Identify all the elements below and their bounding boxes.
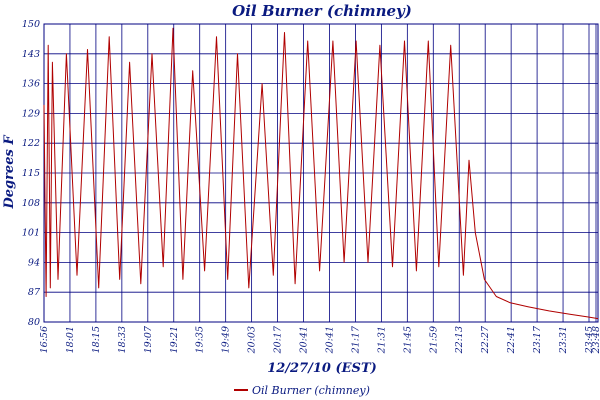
series-layer (43, 27, 599, 320)
grid (43, 23, 598, 323)
x-tick-label: 22:13 (454, 326, 465, 354)
y-tick-label: 115 (22, 168, 40, 179)
x-tick-label: 16:56 (39, 326, 50, 353)
x-tick-label: 21:59 (428, 326, 439, 354)
chart-title: Oil Burner (chimney) (232, 2, 412, 20)
x-tick-label: 20:41 (324, 326, 335, 354)
y-tick-label: 143 (22, 49, 40, 60)
y-axis-label: Degrees F (2, 135, 17, 210)
y-tick-label: 129 (22, 108, 40, 119)
y-tick-label: 94 (28, 257, 40, 268)
x-tick-label: 18:15 (91, 326, 102, 353)
y-tick-label: 80 (28, 317, 40, 328)
legend-entry: Oil Burner (chimney) (252, 384, 370, 397)
x-axis-label: 12/27/10 (EST) (267, 361, 377, 376)
x-tick-label: 21:45 (402, 326, 413, 354)
x-tick-label: 23:17 (532, 325, 543, 354)
y-axis-ticks: 80 87 94 101 108 115 122 129 136 143 150 (22, 19, 41, 328)
y-tick-label: 101 (22, 228, 40, 239)
legend: Oil Burner (chimney) (234, 384, 370, 397)
x-tick-label: 20:41 (299, 326, 310, 354)
x-tick-label: 18:33 (117, 326, 128, 353)
plot-frame (43, 23, 599, 323)
x-tick-label: 20:17 (273, 325, 284, 354)
x-tick-label: 23:45 (584, 326, 595, 354)
x-tick-label: 19:49 (221, 326, 232, 353)
y-tick-label: 108 (22, 198, 40, 209)
x-tick-label: 19:21 (169, 326, 180, 353)
x-axis-ticks: 16:56 18:01 18:15 18:33 19:07 19:21 19:35 19:49… (39, 325, 600, 354)
x-tick-label: 21:17 (350, 325, 361, 354)
x-tick-label: 19:07 (143, 325, 154, 353)
x-tick-label: 22:27 (480, 325, 491, 354)
x-tick-label: 19:35 (195, 326, 206, 353)
y-tick-label: 122 (22, 138, 40, 149)
series-line (43, 27, 599, 320)
x-tick-label: 21:31 (376, 326, 387, 354)
x-tick-label: 23:48 (591, 326, 600, 354)
x-tick-label: 20:03 (247, 326, 258, 354)
y-tick-label: 136 (22, 79, 40, 90)
y-tick-label: 87 (28, 287, 41, 298)
y-tick-label: 150 (22, 19, 40, 30)
x-tick-label: 23:31 (558, 326, 569, 354)
x-tick-label: 18:01 (65, 326, 76, 353)
x-tick-label: 22:41 (506, 326, 517, 354)
